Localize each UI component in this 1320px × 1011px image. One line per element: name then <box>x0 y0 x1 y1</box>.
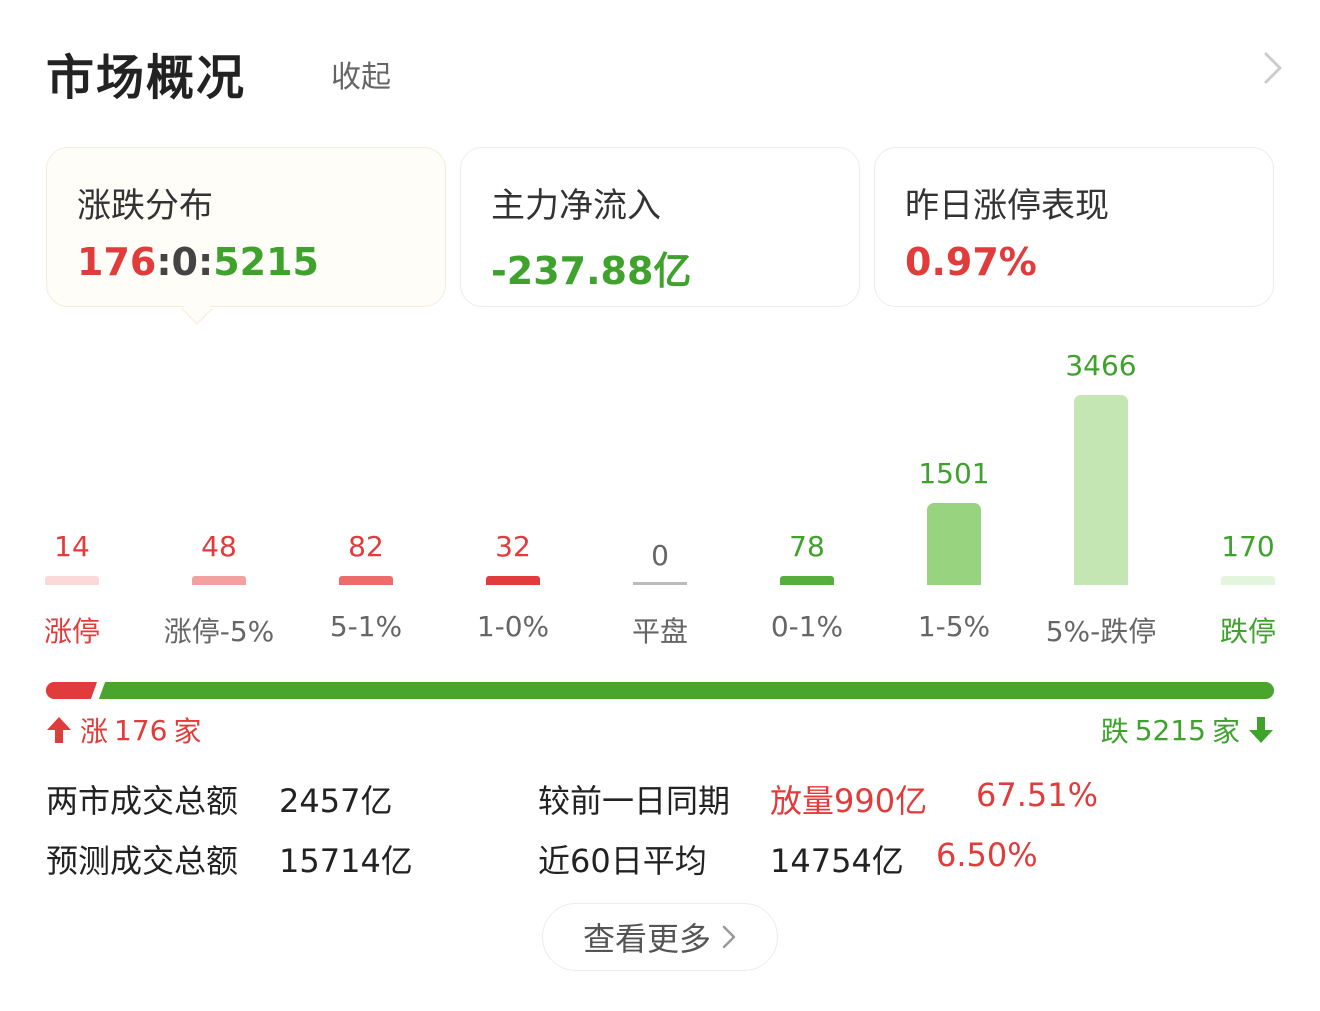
arrow-down-icon <box>1249 717 1273 743</box>
bar-category-label: 5%-跌停 <box>1045 615 1157 648</box>
card-value: -237.88亿 <box>491 249 692 293</box>
flat-count: 0 <box>171 240 198 284</box>
bar-category-label: 平盘 <box>631 615 688 648</box>
bar-column: 32 1-0% <box>443 340 583 660</box>
separator: : <box>156 240 172 284</box>
chevron-right-icon[interactable] <box>1258 48 1286 88</box>
bar-column: 1501 1-5% <box>884 340 1024 660</box>
bar-category-label: 涨停-5% <box>163 615 275 648</box>
chevron-right-icon <box>722 925 736 949</box>
bar-category-label: 跌停 <box>1219 615 1276 648</box>
bar-value-label: 1501 <box>918 456 990 490</box>
bar-value-label: 3466 <box>1065 349 1137 382</box>
card-value: 176:0:5215 <box>77 240 319 284</box>
total-turnover-value: 2457亿 <box>279 782 393 820</box>
bar <box>45 576 99 585</box>
bar-column: 14 涨停 <box>2 340 142 660</box>
compare-value: 放量990亿 <box>770 782 928 820</box>
card-label: 主力净流入 <box>491 186 661 226</box>
avg60-percent: 6.50% <box>936 836 1038 874</box>
distribution-bar-chart: 14 涨停 48 涨停-5% 82 5-1% 32 1-0% 0 平盘 78 0-1% 1501 1-5%… <box>0 340 1320 660</box>
bar-value-label: 170 <box>1221 529 1275 563</box>
bar-value-label: 14 <box>54 530 90 563</box>
bar-value-label: 48 <box>201 530 237 563</box>
card-yesterday-limit-up[interactable]: 昨日涨停表现 0.97% <box>874 147 1274 307</box>
bar <box>486 576 540 585</box>
fall-unit: 家 <box>1211 715 1240 748</box>
bar-value-label: 78 <box>789 530 825 563</box>
page-title: 市场概况 <box>46 50 247 106</box>
bar-value-label: 32 <box>495 530 531 563</box>
rise-summary: 涨 176 家 <box>46 710 201 750</box>
total-turnover-label: 两市成交总额 <box>46 782 239 820</box>
compare-percent: 67.51% <box>976 776 1099 814</box>
fall-summary: 跌 5215 家 <box>1101 710 1274 750</box>
bar <box>339 576 393 585</box>
view-more-button[interactable]: 查看更多 <box>542 903 778 971</box>
bar-column: 82 5-1% <box>296 340 436 660</box>
forecast-turnover-label: 预测成交总额 <box>46 842 239 880</box>
rise-prefix: 涨 <box>80 715 109 748</box>
bar-column: 170 跌停 <box>1178 340 1318 660</box>
ratio-rise-segment <box>46 682 96 699</box>
fall-count: 5215 <box>213 240 319 284</box>
bar-column: 0 平盘 <box>590 340 730 660</box>
forecast-turnover-value: 15714亿 <box>279 842 413 880</box>
bar-value-label: 82 <box>348 530 384 563</box>
bar-category-label: 1-5% <box>917 610 991 643</box>
summary-cards: 涨跌分布 176:0:5215 主力净流入 -237.88亿 昨日涨停表现 0.… <box>46 147 1274 307</box>
card-rise-fall-distribution[interactable]: 涨跌分布 176:0:5215 <box>46 147 446 307</box>
card-value: 0.97% <box>905 240 1037 284</box>
rise-summary-count: 176 <box>114 713 168 747</box>
avg60-label: 近60日平均 <box>538 842 707 880</box>
bar-column: 48 涨停-5% <box>149 340 289 660</box>
bar-column: 78 0-1% <box>737 340 877 660</box>
rise-count: 176 <box>77 240 157 284</box>
card-label: 昨日涨停表现 <box>905 186 1109 226</box>
bar-category-label: 0-1% <box>770 610 844 643</box>
separator: : <box>197 240 214 284</box>
bar-value-label: 0 <box>651 539 669 572</box>
card-main-net-inflow[interactable]: 主力净流入 -237.88亿 <box>460 147 860 307</box>
avg60-value: 14754亿 <box>770 842 904 880</box>
bar-zero-line <box>633 582 687 585</box>
stats-row-total: 两市成交总额 2457亿 较前一日同期 放量990亿 67.51% <box>46 776 1274 820</box>
bar-category-label: 涨停 <box>43 615 100 648</box>
bar <box>780 576 834 585</box>
stats-row-forecast: 预测成交总额 15714亿 近60日平均 14754亿 6.50% <box>46 836 1274 880</box>
bar <box>192 576 246 585</box>
bar-column: 3466 5%-跌停 <box>1031 340 1171 660</box>
collapse-button[interactable]: 收起 <box>331 60 391 95</box>
header: 市场概况 收起 <box>46 38 1286 106</box>
fall-prefix: 跌 <box>1100 715 1129 748</box>
bar <box>927 502 981 585</box>
compare-label: 较前一日同期 <box>538 782 731 820</box>
arrow-up-icon <box>47 717 71 743</box>
fall-summary-count: 5215 <box>1134 713 1206 747</box>
rise-unit: 家 <box>173 715 202 748</box>
bar-category-label: 1-0% <box>476 610 550 643</box>
bar-category-label: 5-1% <box>329 610 403 643</box>
view-more-label: 查看更多 <box>582 920 711 958</box>
bar <box>1074 395 1128 585</box>
card-label: 涨跌分布 <box>77 186 213 226</box>
rise-fall-ratio-bar <box>46 682 1274 699</box>
bar <box>1221 575 1275 585</box>
